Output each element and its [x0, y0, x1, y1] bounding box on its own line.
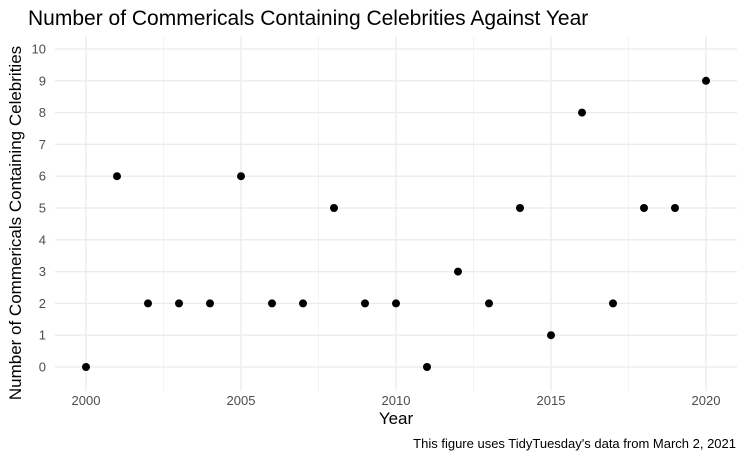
data-point	[671, 204, 679, 212]
data-point	[237, 172, 245, 181]
data-point	[423, 363, 431, 371]
data-point	[299, 299, 307, 308]
x-tick-label: 2000	[72, 393, 101, 408]
x-tick-label: 2010	[382, 393, 411, 408]
y-tick-label: 5	[39, 201, 46, 216]
y-axis-label: Number of Commericals Containing Celebri…	[6, 45, 25, 401]
data-point	[609, 299, 617, 308]
y-tick-label: 1	[39, 328, 46, 343]
data-point	[113, 172, 121, 181]
data-point	[175, 299, 183, 308]
data-point	[206, 299, 214, 308]
y-tick-label: 9	[39, 73, 46, 88]
data-point	[702, 76, 710, 85]
data-point	[392, 299, 400, 308]
data-point	[454, 267, 462, 276]
y-tick-label: 6	[39, 169, 46, 184]
x-tick-label: 2020	[692, 393, 721, 408]
chart-caption: This figure uses TidyTuesday's data from…	[413, 436, 736, 451]
data-point	[361, 299, 369, 308]
data-point	[330, 204, 338, 212]
data-point	[485, 299, 493, 308]
data-point	[547, 331, 555, 340]
data-point	[578, 108, 586, 117]
data-point	[82, 363, 90, 371]
data-point	[640, 204, 648, 212]
data-point	[516, 204, 524, 212]
y-tick-label: 4	[39, 232, 46, 247]
y-tick-label: 7	[39, 137, 46, 152]
y-tick-label: 3	[39, 264, 46, 279]
y-tick-label: 10	[32, 42, 46, 57]
y-tick-label: 8	[39, 105, 46, 120]
x-tick-label: 2005	[227, 393, 256, 408]
y-tick-label: 0	[39, 360, 46, 375]
x-axis-label: Year	[378, 409, 414, 428]
x-tick-label: 2015	[537, 393, 566, 408]
chart-title: Number of Commericals Containing Celebri…	[28, 7, 589, 30]
y-tick-label: 2	[39, 296, 46, 311]
data-point	[268, 299, 276, 308]
data-point	[144, 299, 152, 308]
